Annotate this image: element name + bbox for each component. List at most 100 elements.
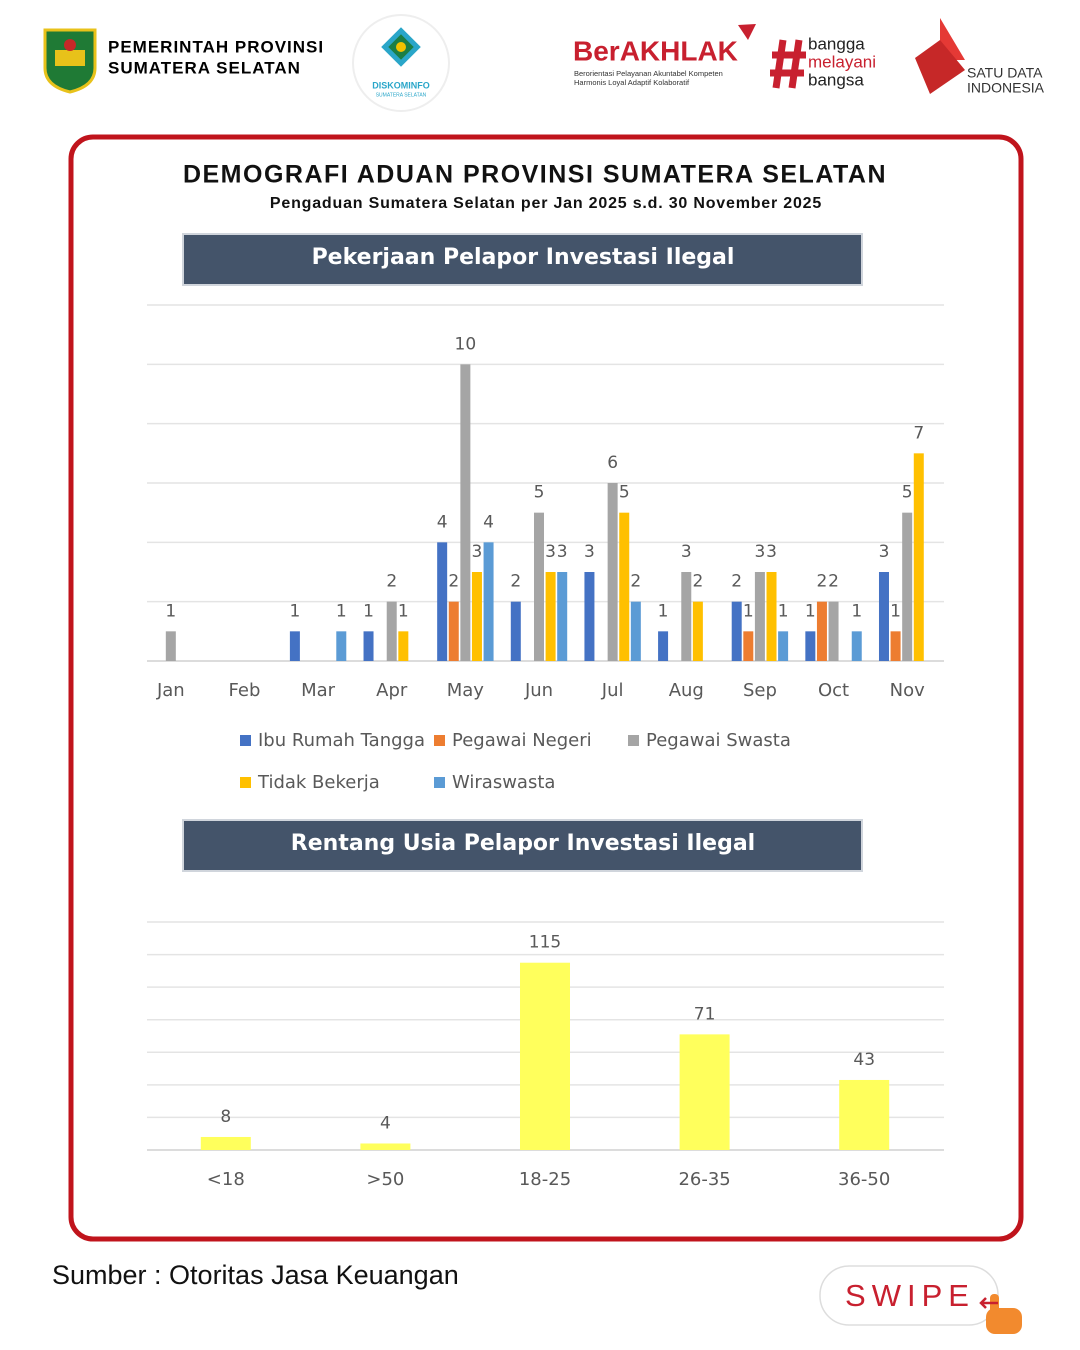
data-label: 5 xyxy=(534,483,545,503)
bar xyxy=(890,631,901,661)
legend-swatch xyxy=(434,777,445,788)
data-label: 5 xyxy=(619,483,630,503)
data-label: 10 xyxy=(455,334,477,354)
x-tick-label: May xyxy=(447,680,485,701)
legend-label: Wiraswasta xyxy=(452,772,555,793)
page-title: DEMOGRAFI ADUAN PROVINSI SUMATERA SELATA… xyxy=(183,161,887,189)
satu-data-text: INDONESIA xyxy=(967,80,1045,96)
data-label: 3 xyxy=(584,542,595,562)
bar xyxy=(336,631,347,661)
data-label: 1 xyxy=(289,601,300,621)
x-tick-label: Feb xyxy=(229,680,261,701)
data-label: 1 xyxy=(165,601,176,621)
data-label: 1 xyxy=(743,601,754,621)
data-label: 3 xyxy=(879,542,890,562)
bar xyxy=(200,1136,251,1150)
hashtag-mark xyxy=(770,39,806,89)
bar xyxy=(545,572,556,661)
data-label: 4 xyxy=(483,512,494,532)
chart-banner xyxy=(182,233,863,286)
bar xyxy=(743,631,754,661)
bar xyxy=(510,601,521,661)
page-subtitle: Pengaduan Sumatera Selatan per Jan 2025 … xyxy=(270,195,822,212)
bar xyxy=(816,601,827,661)
bar xyxy=(913,453,924,661)
bar xyxy=(754,572,765,661)
data-label: 1 xyxy=(851,601,862,621)
x-tick-label: Sep xyxy=(743,680,777,701)
bar xyxy=(839,1079,890,1150)
bar xyxy=(828,601,839,661)
bar xyxy=(448,601,459,661)
bangga-text: bangsa xyxy=(808,70,864,89)
bar xyxy=(363,631,374,661)
data-label: 1 xyxy=(805,601,816,621)
bar xyxy=(360,1143,411,1150)
data-label: 7 xyxy=(913,423,924,443)
province-logo xyxy=(43,28,97,94)
hand-icon xyxy=(979,1294,1022,1334)
legend-label: Ibu Rumah Tangga xyxy=(258,730,425,751)
data-label: 3 xyxy=(766,542,777,562)
data-label: 1 xyxy=(890,601,901,621)
bar xyxy=(805,631,816,661)
bar xyxy=(520,962,570,1150)
data-label: 2 xyxy=(386,572,397,592)
data-label: 1 xyxy=(658,601,669,621)
org-name: SUMATERA SELATAN xyxy=(108,58,301,77)
data-label: 2 xyxy=(817,572,828,592)
data-label: 2 xyxy=(731,572,742,592)
bar xyxy=(165,631,176,661)
x-tick-label: >50 xyxy=(366,1169,404,1190)
legend-swatch xyxy=(628,735,639,746)
x-tick-label: Oct xyxy=(818,680,849,701)
x-tick-label: Aug xyxy=(669,680,704,701)
bar xyxy=(851,631,862,661)
bar xyxy=(460,364,471,661)
data-label: 43 xyxy=(853,1050,875,1070)
data-label: 6 xyxy=(607,453,618,473)
bar xyxy=(534,512,544,661)
bar xyxy=(731,601,742,661)
data-label: 3 xyxy=(472,542,483,562)
bangga-text: bangga xyxy=(808,34,865,53)
legend-swatch xyxy=(434,735,445,746)
bar xyxy=(681,572,692,661)
bar xyxy=(437,542,448,661)
data-label: 1 xyxy=(778,601,789,621)
org-name: PEMERINTAH PROVINSI xyxy=(108,37,324,56)
chart-title: Rentang Usia Pelapor Investasi Ilegal xyxy=(291,831,755,856)
x-tick-label: Apr xyxy=(376,680,408,701)
data-label: 3 xyxy=(545,542,556,562)
berakhlak-text: Harmonis Loyal Adaptif Kolaboratif xyxy=(574,78,690,87)
bar xyxy=(398,631,409,661)
data-label: 3 xyxy=(557,542,568,562)
satu-data-mark xyxy=(915,18,965,94)
data-label: 2 xyxy=(448,572,459,592)
bar xyxy=(483,542,494,661)
bar xyxy=(584,572,595,661)
data-label: 115 xyxy=(529,933,561,953)
data-label: 3 xyxy=(681,542,692,562)
bar xyxy=(289,631,300,661)
swipe-label[interactable]: SWIPE xyxy=(845,1278,975,1313)
x-tick-label: <18 xyxy=(207,1169,245,1190)
data-label: 1 xyxy=(363,601,374,621)
diskominfo-label: DISKOMINFO xyxy=(372,80,430,90)
x-tick-label: Nov xyxy=(890,680,925,701)
satu-data-text: SATU DATA xyxy=(967,65,1043,81)
bar xyxy=(692,601,703,661)
data-label: 71 xyxy=(694,1004,716,1024)
data-label: 2 xyxy=(510,572,521,592)
x-tick-label: Jun xyxy=(524,680,553,701)
legend-swatch xyxy=(240,777,251,788)
bar xyxy=(619,512,630,661)
data-label: 4 xyxy=(437,512,448,532)
bar xyxy=(679,1034,730,1150)
legend-label: Pegawai Swasta xyxy=(646,730,791,751)
legend-swatch xyxy=(240,735,251,746)
bar xyxy=(658,631,669,661)
bar xyxy=(471,572,482,661)
x-tick-label: 18-25 xyxy=(519,1169,571,1190)
